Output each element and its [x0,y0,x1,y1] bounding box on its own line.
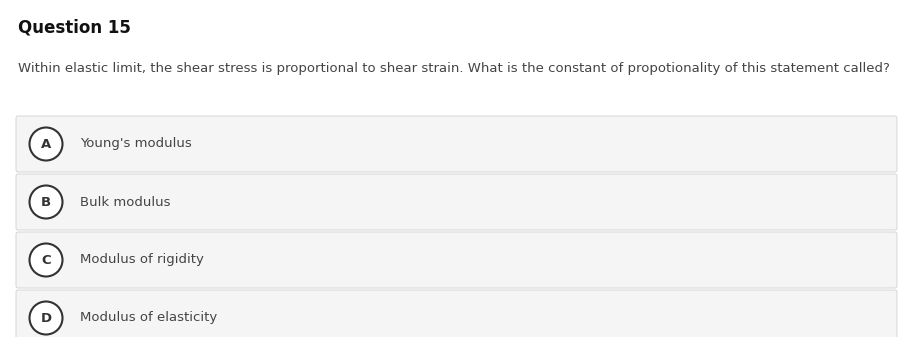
Circle shape [29,302,62,335]
FancyBboxPatch shape [16,116,897,172]
Text: C: C [41,253,51,267]
Text: Modulus of rigidity: Modulus of rigidity [80,253,205,267]
Text: A: A [41,137,51,151]
Circle shape [29,127,62,160]
Text: D: D [40,311,51,325]
Circle shape [29,185,62,218]
Text: B: B [41,195,51,209]
Text: Young's modulus: Young's modulus [80,137,193,151]
Text: Bulk modulus: Bulk modulus [80,195,171,209]
Text: Question 15: Question 15 [18,18,131,36]
FancyBboxPatch shape [16,174,897,230]
FancyBboxPatch shape [16,290,897,337]
Circle shape [29,244,62,276]
FancyBboxPatch shape [16,232,897,288]
Text: Within elastic limit, the shear stress is proportional to shear strain. What is : Within elastic limit, the shear stress i… [18,62,890,75]
Text: Modulus of elasticity: Modulus of elasticity [80,311,217,325]
